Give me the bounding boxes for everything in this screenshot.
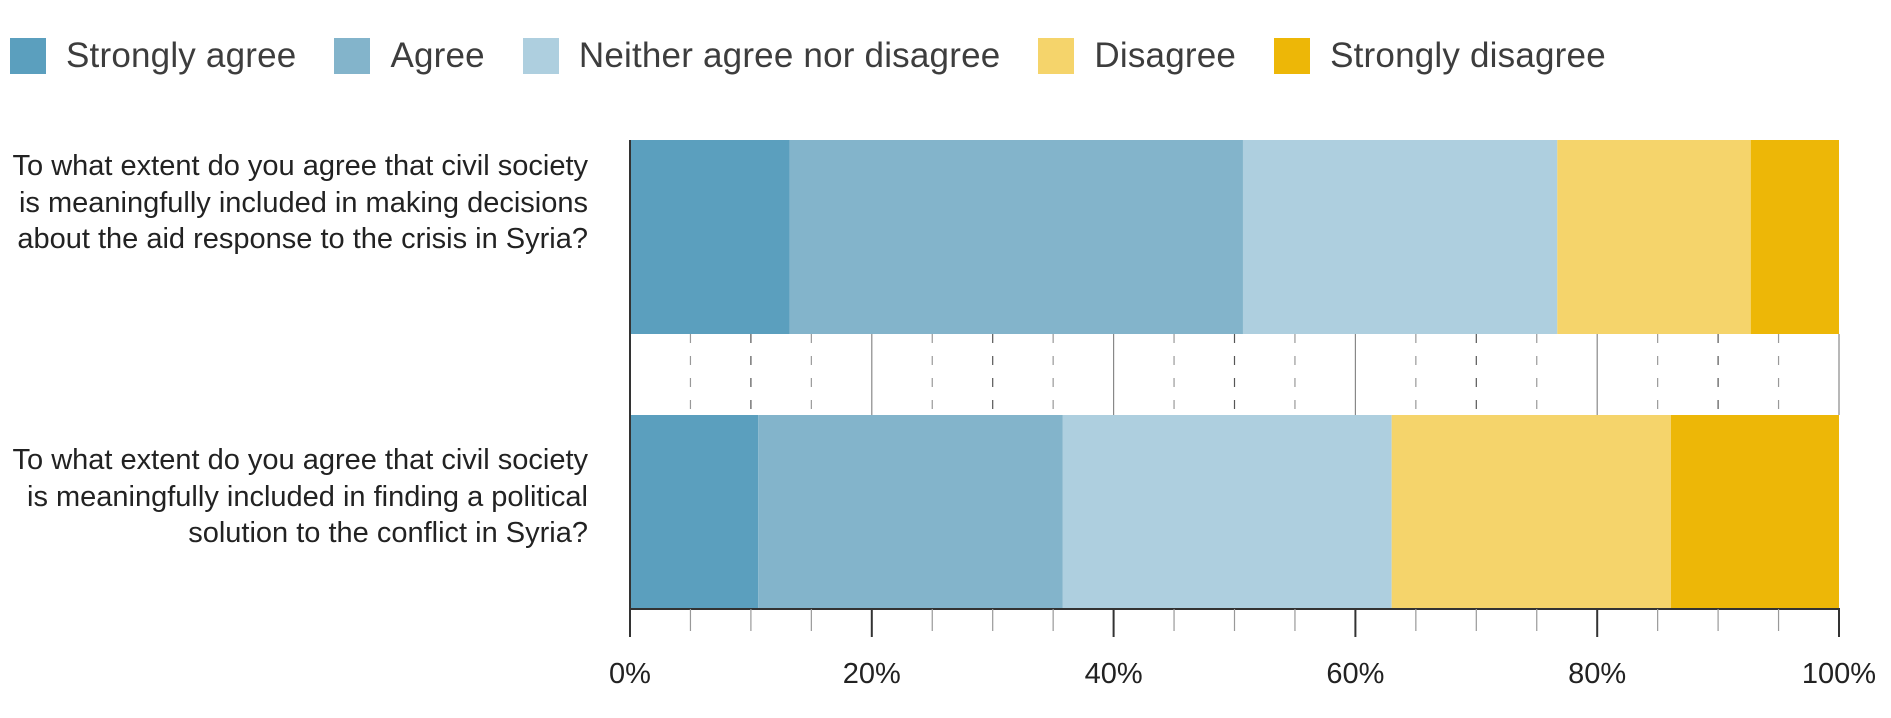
x-tick-label: 40%: [1085, 658, 1143, 690]
legend-label: Disagree: [1094, 36, 1237, 75]
bar-segment-disagree: [1391, 415, 1671, 609]
legend-swatch: [334, 38, 371, 74]
bar-segment-strongly-agree: [630, 140, 790, 334]
legend-item: Disagree: [1038, 36, 1236, 76]
legend-item: Strongly agree: [10, 36, 296, 76]
x-tick-label: 100%: [1802, 658, 1876, 690]
legend-label: Strongly disagree: [1330, 36, 1606, 75]
legend-label: Agree: [390, 36, 485, 75]
bar-segment-neither-agree-nor-disagree: [1062, 415, 1392, 609]
bar-segment-strongly-agree: [630, 415, 759, 609]
legend-label: Neither agree nor disagree: [578, 36, 1001, 75]
x-tick-label: 0%: [609, 658, 651, 690]
bar-segment-disagree: [1557, 140, 1751, 334]
x-tick-label: 80%: [1568, 658, 1626, 690]
bar-segment-agree: [758, 415, 1063, 609]
bar-segment-agree: [789, 140, 1243, 334]
legend-label: Strongly agree: [66, 36, 297, 75]
x-tick-label: 20%: [843, 658, 901, 690]
legend-swatch: [1038, 38, 1075, 74]
legend-swatch: [1274, 38, 1311, 74]
legend-item: Agree: [334, 36, 485, 76]
legend-item: Strongly disagree: [1274, 36, 1606, 76]
question-label-2: To what extent do you agree that civil s…: [12, 444, 588, 549]
bar-segment-neither-agree-nor-disagree: [1242, 140, 1558, 334]
bar-segment-strongly-disagree: [1670, 415, 1839, 609]
x-tick-label: 60%: [1326, 658, 1384, 690]
chart-legend: Strongly agree Agree Neither agree nor dis…: [10, 30, 1644, 82]
legend-swatch: [10, 38, 46, 74]
legend-swatch: [522, 38, 559, 74]
question-label-1: To what extent do you agree that civil s…: [12, 150, 588, 255]
bar-segment-strongly-disagree: [1750, 140, 1839, 334]
legend-item: Neither agree nor disagree: [522, 36, 1001, 76]
